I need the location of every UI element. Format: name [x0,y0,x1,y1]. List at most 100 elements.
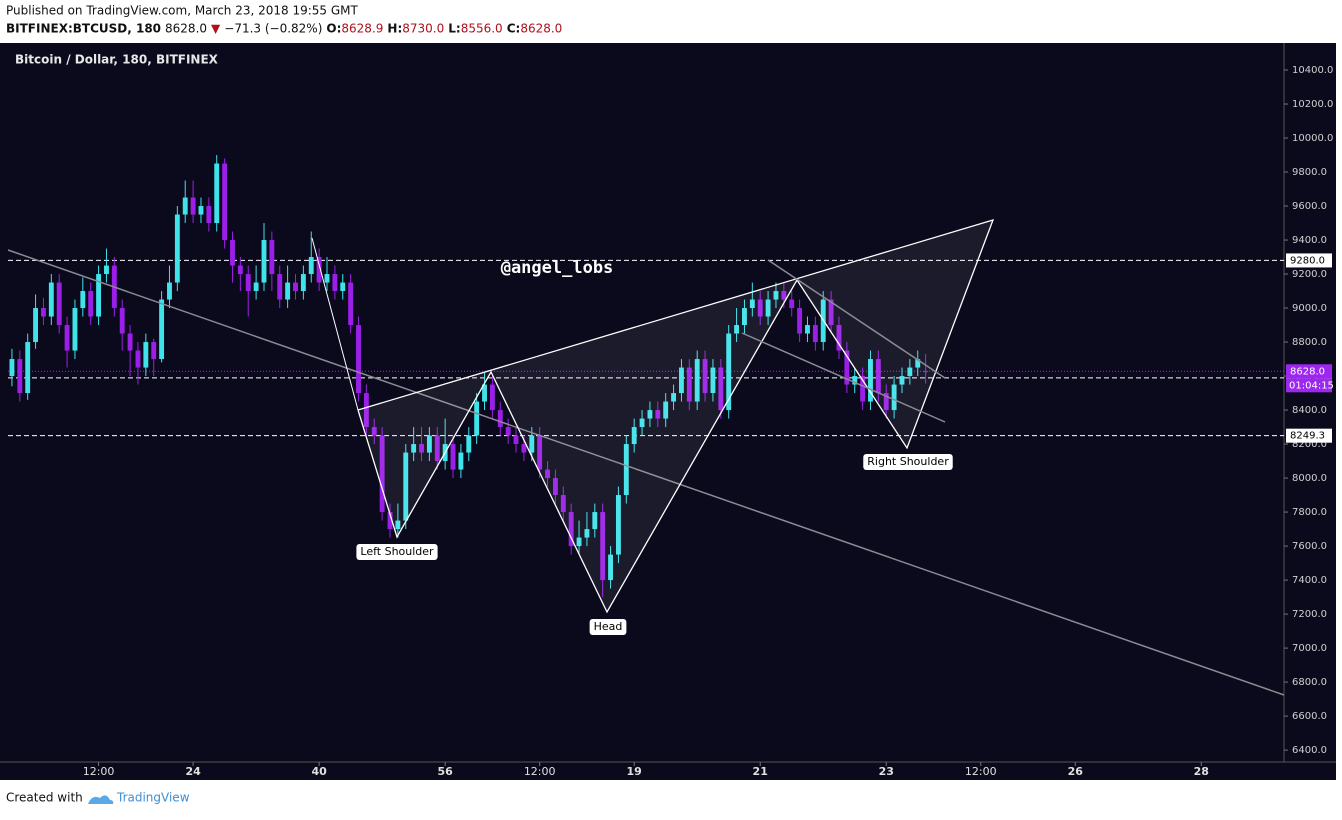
y-tick-label: 6800.0 [1292,677,1327,688]
candle-body [615,495,621,555]
candle-body [300,274,306,292]
y-tick-label: 10200.0 [1292,99,1333,110]
published: Published on TradingView.com, March 23, … [6,4,359,18]
pattern-line [311,237,359,411]
pattern-label-bg [589,619,627,635]
countdown-tag [1286,378,1332,393]
candle-body [702,359,708,394]
candle-body [789,299,795,309]
candle-body [742,308,747,326]
countdown: 01:04:15 [1289,380,1334,391]
candle-body [765,299,771,317]
pattern-fill [358,220,993,612]
candle-body [883,393,889,411]
brand: TradingView [116,791,190,805]
candle-body [348,282,354,326]
y-tick-label: 9600.0 [1292,201,1327,212]
y-tick-label: 7600.0 [1292,541,1327,552]
candle-body [655,410,661,419]
created-with: Created with [6,791,83,805]
header-field: ▼ [211,22,221,36]
candle-body [875,359,881,394]
x-tick-label: 21 [753,765,768,778]
candle-body [33,308,39,343]
y-tick-label: 6600.0 [1292,711,1327,722]
candle-body [623,444,629,496]
candle-body [537,435,543,470]
brand-logo [88,795,114,804]
channel-line [741,332,946,423]
candle-body [584,529,590,538]
candle-body [482,384,487,402]
candle-body [127,333,133,351]
candle-body [694,359,700,402]
candle-body [489,384,495,411]
candle-body [285,282,291,300]
header-field: 8628.9 [341,22,383,36]
candle-body [812,325,818,343]
y-tick-label: 8000.0 [1292,473,1327,484]
header-field: −71.3 (−0.82%) [224,22,322,36]
candle-body [214,163,220,224]
x-tick-label: 23 [879,765,894,778]
x-tick-label: 19 [627,765,642,778]
symbol-header: BITFINEX:BTCUSD, 180 8628.0 ▼ −71.3 (−0.82%… [6,22,562,36]
y-tick-label: 9400.0 [1292,235,1327,246]
candle-body [726,333,732,411]
candle-body [419,444,424,453]
candle-body [9,359,15,377]
candle-body [474,401,480,436]
candle-body [497,410,503,428]
candle-body [64,325,70,351]
candle-body [844,350,850,385]
candle-body [797,308,803,334]
candle-body [261,240,267,283]
candle-body [600,512,606,581]
candle-body [891,384,897,411]
candle-body [592,512,598,530]
trend-line [7,249,1285,696]
candle-body [332,274,338,292]
pattern-label-bg [863,454,953,470]
candle-body [72,308,78,351]
candle-body [749,299,755,309]
candle-body [860,376,866,402]
candle-body [411,444,417,453]
candle-body [907,367,913,377]
y-tick-label: 6400.0 [1292,745,1327,756]
candle-body [25,342,31,394]
candle-body [395,520,401,530]
header-field: H: [387,22,402,36]
candle-body [316,257,322,283]
candle-body [458,452,464,470]
candle-body [277,274,283,300]
x-tick-label: 24 [185,765,201,778]
header-field: O: [326,22,341,36]
candle-body [356,325,361,394]
candle-body [647,410,653,419]
candle-body [852,376,858,385]
candle-body [450,444,456,470]
candle-body [608,554,613,581]
candle-body [836,325,842,351]
candle-body [734,325,740,334]
x-tick-label: 40 [311,765,327,778]
candle-body [56,282,62,326]
candle-body [434,435,440,462]
candle-body [237,265,243,275]
candle-body [206,206,212,224]
x-tick-label: 26 [1068,765,1084,778]
candle-body [773,291,779,300]
logo-icon [88,795,114,804]
pattern-label: Left Shoulder [360,545,434,558]
candle-body [679,367,684,394]
candle-body [174,214,180,283]
candle-body [545,469,550,479]
candle-body [119,308,125,334]
watermark: @angel_lobs [501,258,614,278]
candle-body [88,291,94,317]
candle-body [671,393,677,402]
candle-body [923,371,929,373]
header-field: 8556.0 [461,22,503,36]
